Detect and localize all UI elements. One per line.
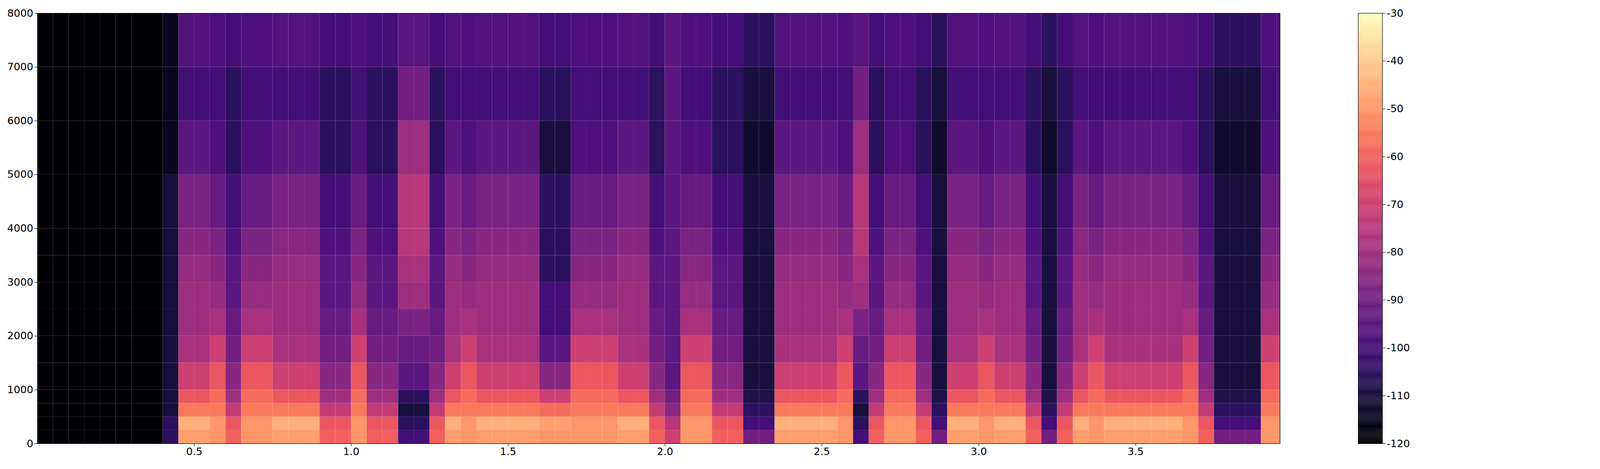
svg-text:2000: 2000 <box>7 329 34 342</box>
svg-text:6000: 6000 <box>7 114 34 127</box>
svg-text:-100: -100 <box>1386 342 1411 354</box>
svg-text:-80: -80 <box>1386 246 1404 258</box>
svg-text:7000: 7000 <box>7 60 34 73</box>
svg-text:0.5: 0.5 <box>186 445 203 458</box>
svg-text:-70: -70 <box>1386 198 1404 211</box>
svg-text:2.0: 2.0 <box>656 445 673 458</box>
svg-text:8000: 8000 <box>7 7 34 20</box>
svg-text:-60: -60 <box>1386 150 1404 163</box>
svg-text:1.0: 1.0 <box>342 445 360 458</box>
svg-text:-40: -40 <box>1386 54 1404 67</box>
svg-text:4000: 4000 <box>7 222 34 235</box>
svg-text:1.5: 1.5 <box>499 445 517 458</box>
svg-text:2.5: 2.5 <box>813 445 831 458</box>
svg-text:-90: -90 <box>1386 294 1404 306</box>
svg-text:3.0: 3.0 <box>970 445 988 458</box>
svg-text:3000: 3000 <box>7 276 34 289</box>
svg-text:0: 0 <box>26 437 34 450</box>
svg-text:5000: 5000 <box>7 168 34 181</box>
svg-text:3.5: 3.5 <box>1127 445 1144 458</box>
svg-text:-50: -50 <box>1386 102 1404 115</box>
svg-text:-120: -120 <box>1386 437 1411 450</box>
svg-text:-30: -30 <box>1386 7 1404 20</box>
svg-text:1000: 1000 <box>7 383 34 396</box>
svg-text:-110: -110 <box>1386 389 1411 402</box>
